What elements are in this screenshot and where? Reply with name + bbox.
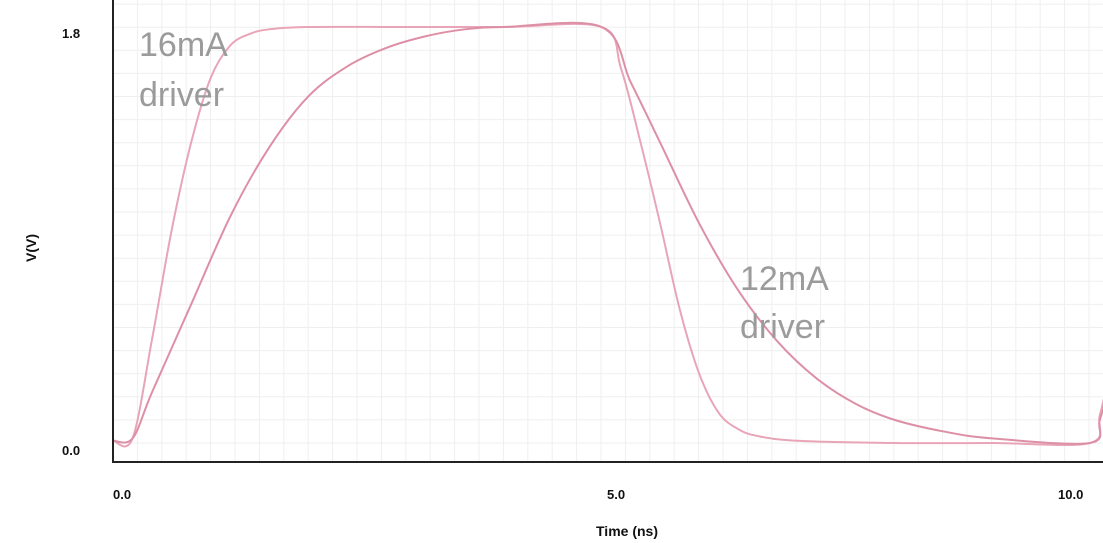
y-tick-label-top: 1.8 <box>62 26 80 41</box>
x-axis-label: Time (ns) <box>596 523 658 539</box>
series-line-1 <box>112 21 1103 445</box>
x-tick-label-start: 0.0 <box>113 487 131 502</box>
annotation-16ma-line1: 16mA <box>139 26 228 64</box>
grid <box>112 0 1103 462</box>
annotation-12ma-line1: 12mA <box>740 260 829 298</box>
annotation-12ma-line2: driver <box>740 308 825 346</box>
x-tick-label-end: 10.0 <box>1058 487 1083 502</box>
y-axis-label: V(V) <box>23 234 39 262</box>
y-tick-label-bottom: 0.0 <box>62 443 80 458</box>
annotation-16ma-line2: driver <box>139 76 224 114</box>
x-tick-label-mid: 5.0 <box>607 487 625 502</box>
series-layer <box>112 21 1103 448</box>
series-line-0 <box>112 22 1103 448</box>
